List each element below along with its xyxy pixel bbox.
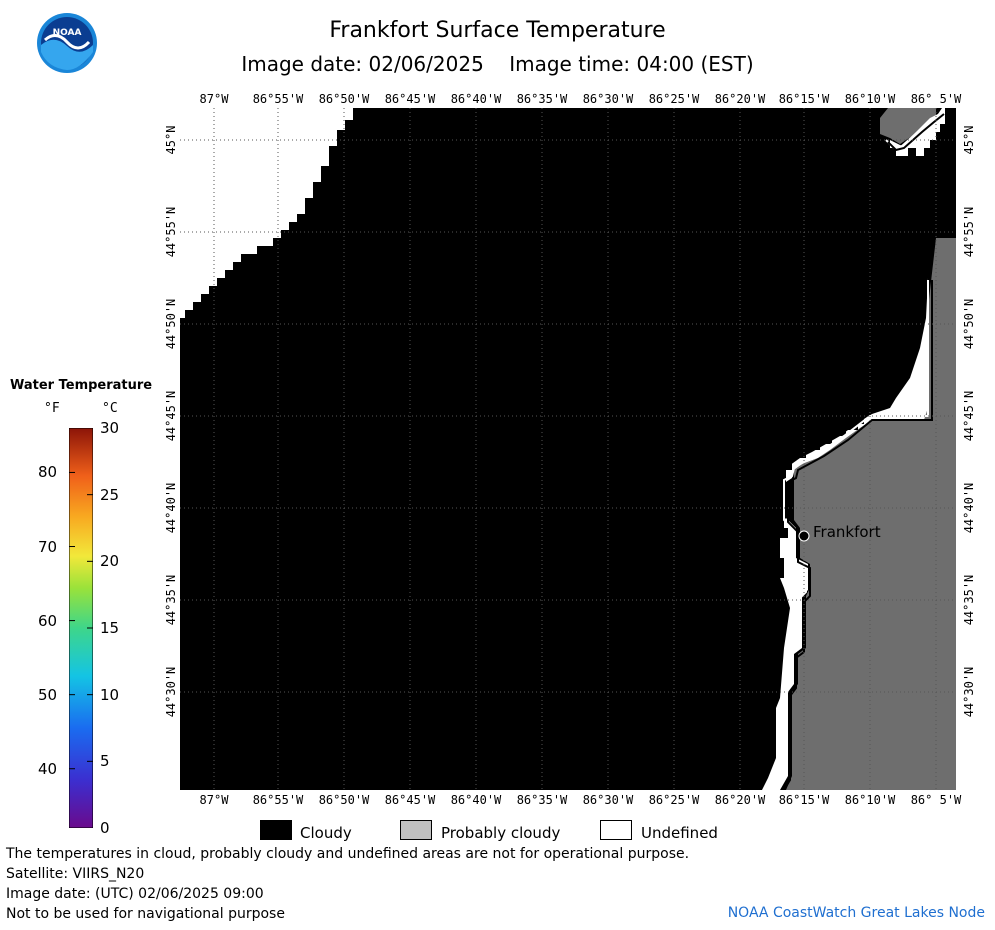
lat-label-right: 44°45'N (962, 390, 976, 442)
logo-text: NOAA (53, 28, 82, 38)
utc-date-note: Image date: (UTC) 02/06/2025 09:00 (6, 886, 264, 902)
lat-label-right: 44°50'N (962, 298, 976, 350)
lat-label-left: 44°50'N (164, 298, 178, 350)
legend-f-tick: 70 (38, 537, 58, 556)
satellite-note: Satellite: VIIRS_N20 (6, 866, 145, 882)
land-area-ne (880, 108, 942, 144)
legend-title: Water Temperature (10, 378, 153, 393)
lon-label-top: 86°20'W (714, 92, 766, 106)
lon-label-bottom: 86°15'W (778, 793, 830, 807)
undefined-swatch (600, 820, 632, 840)
lat-label-right: 45°N (962, 125, 976, 155)
temperature-colorbar (69, 428, 93, 828)
lon-label-top: 87°W (199, 92, 229, 106)
legend-c-tick: 0 (100, 819, 110, 837)
credit-link[interactable]: NOAA CoastWatch Great Lakes Node (727, 905, 985, 921)
lon-label-bottom: 86°50'W (318, 793, 370, 807)
lon-label-top: 86°30'W (582, 92, 634, 106)
frankfort-label: Frankfort (813, 523, 881, 541)
legend-c-tick: 10 (100, 685, 120, 704)
legend-f-tick: 60 (38, 611, 58, 630)
lon-label-top: 86°55'W (252, 92, 304, 106)
lon-label-top: 86°10'W (844, 92, 896, 106)
lon-label-top: 86°40'W (450, 92, 502, 106)
lon-label-bottom: 86° 5'W (910, 793, 962, 807)
cloudy-label: Cloudy (300, 824, 352, 842)
probably-cloudy-label: Probably cloudy (441, 824, 561, 842)
legend-c-tick: 25 (100, 485, 120, 504)
lat-label-right: 44°40'N (962, 482, 976, 534)
lat-label-left: 44°55'N (164, 206, 178, 258)
probably-cloudy-swatch (400, 820, 432, 840)
lon-label-top: 86°45'W (384, 92, 436, 106)
undefined-label: Undefined (641, 824, 718, 842)
lat-label-right: 44°30'N (962, 666, 976, 718)
lon-label-bottom: 86°10'W (844, 793, 896, 807)
lon-label-bottom: 86°55'W (252, 793, 304, 807)
lat-label-left: 44°35'N (164, 574, 178, 626)
lon-label-bottom: 86°25'W (648, 793, 700, 807)
undefined-area-nw (180, 108, 353, 318)
temperature-map: Frankfort (180, 108, 956, 790)
legend-c-tick: 20 (100, 552, 120, 571)
image-date-time: Image date: 02/06/2025 Image time: 04:00… (241, 52, 754, 76)
legend-c-tick: 15 (100, 619, 120, 637)
legend-c-tick: 30 (100, 419, 120, 437)
page-title: Frankfort Surface Temperature (329, 18, 666, 43)
cloudy-swatch (260, 820, 292, 840)
noaa-logo: NOAA (37, 13, 97, 73)
undefined-strip-east (762, 278, 928, 790)
legend-f-tick: 40 (38, 759, 58, 778)
legend-c-unit: °C (102, 401, 118, 416)
lon-label-top: 86°35'W (516, 92, 568, 106)
lon-label-bottom: 86°45'W (384, 793, 436, 807)
legend-f-tick: 50 (38, 685, 58, 704)
lat-label-left: 45°N (164, 125, 178, 155)
lat-label-left: 44°30'N (164, 666, 178, 718)
lon-label-top: 86°50'W (318, 92, 370, 106)
graticule (180, 108, 956, 790)
lon-label-top: 86°25'W (648, 92, 700, 106)
lon-label-top: 86°15'W (778, 92, 830, 106)
lat-label-right: 44°35'N (962, 574, 976, 626)
legend-f-tick: 80 (38, 463, 58, 482)
lon-label-bottom: 86°30'W (582, 793, 634, 807)
legend-f-unit: °F (44, 401, 60, 416)
frankfort-marker (798, 530, 810, 542)
lat-label-right: 44°55'N (962, 206, 976, 258)
cloudy-edge-ne (936, 108, 956, 238)
land-area-east (786, 238, 956, 790)
navigation-note: Not to be used for navigational purpose (6, 906, 285, 922)
legend-c-tick: 5 (100, 752, 110, 771)
lon-label-bottom: 86°35'W (516, 793, 568, 807)
lat-label-left: 44°40'N (164, 482, 178, 534)
lon-label-bottom: 86°20'W (714, 793, 766, 807)
lon-label-bottom: 87°W (199, 793, 229, 807)
lon-label-top: 86° 5'W (910, 92, 962, 106)
lon-label-bottom: 86°40'W (450, 793, 502, 807)
disclaimer-note: The temperatures in cloud, probably clou… (6, 846, 690, 862)
lat-label-left: 44°45'N (164, 390, 178, 442)
